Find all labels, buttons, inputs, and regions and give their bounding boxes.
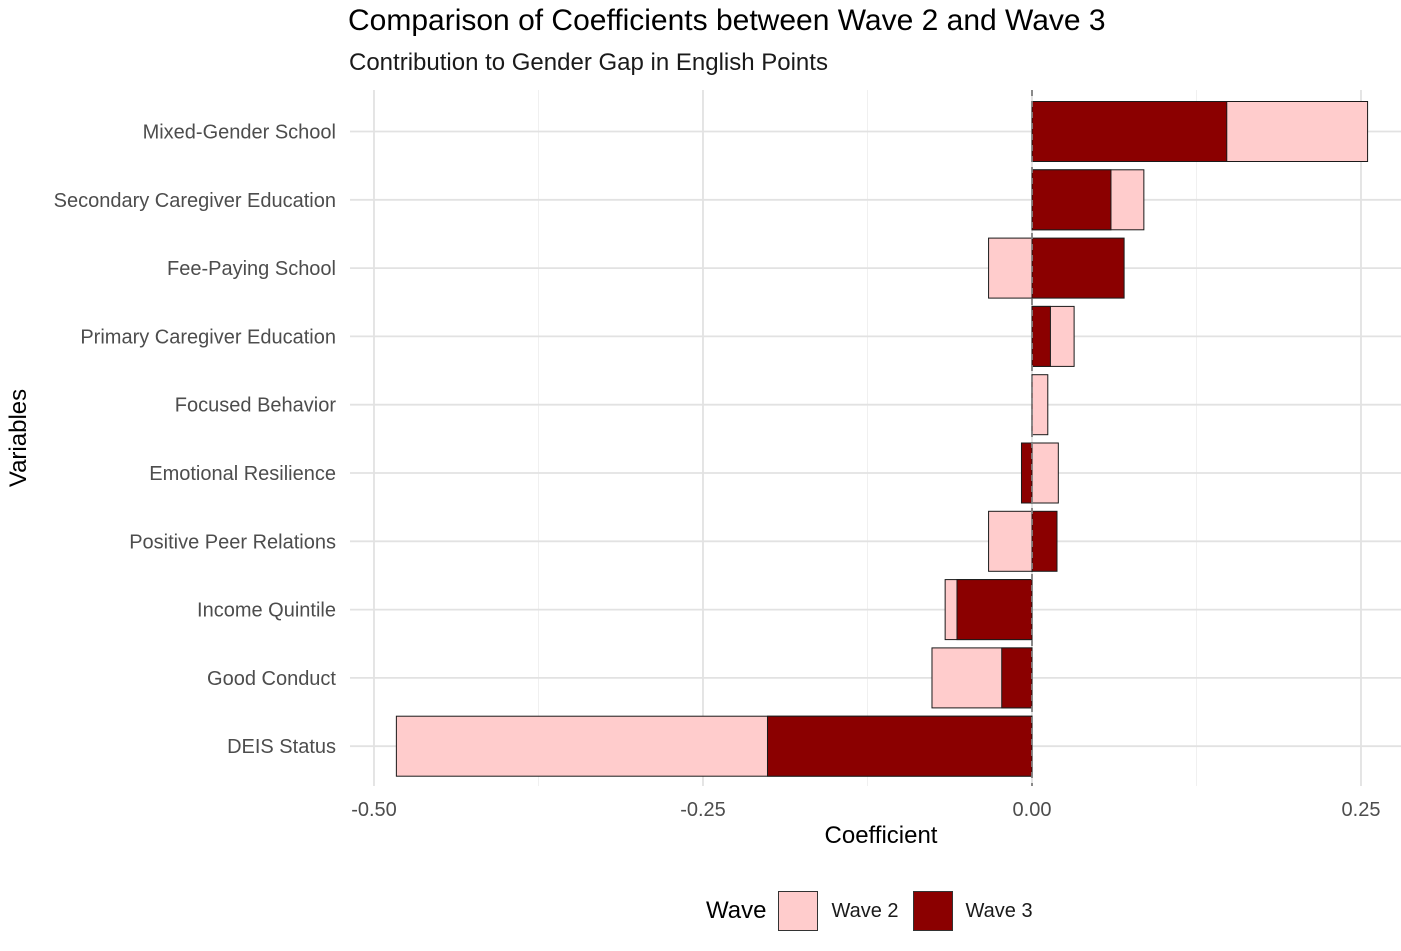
x-tick-label: 0.00	[1013, 799, 1052, 821]
bar-wave-3	[1031, 237, 1125, 299]
legend-item-wave-2: Wave 2	[778, 891, 899, 931]
y-tick-label: DEIS Status	[227, 736, 336, 758]
bar-chart: -0.50 -0.25 0.00 0.25 Mixed-Gender School Sec…	[54, 90, 1401, 821]
y-tick-label: Fee-Paying School	[167, 258, 336, 280]
bar-wave-3	[1031, 169, 1112, 231]
legend-title: Wave	[706, 897, 767, 924]
bar-wave-3	[1031, 510, 1058, 572]
bar-wave-3	[1020, 442, 1033, 504]
legend-item-wave-3: Wave 3	[912, 891, 1033, 931]
legend-key-wave-2	[778, 891, 819, 931]
bar-wave-3	[1031, 305, 1051, 367]
y-tick-label: Positive Peer Relations	[129, 531, 336, 553]
chart-title: Comparison of Coefficients between Wave …	[348, 4, 1106, 37]
bar-wave-2	[1031, 374, 1049, 436]
bar-wave-2	[1031, 442, 1059, 504]
bar-wave-3	[956, 579, 1033, 641]
bar-wave-3	[1001, 647, 1033, 709]
y-tick-label: Emotional Resilience	[149, 463, 336, 485]
y-tick-label: Mixed-Gender School	[143, 122, 336, 144]
x-axis-label: Coefficient	[824, 822, 938, 849]
legend-label-wave-3: Wave 3	[965, 899, 1033, 922]
bar-wave-3	[1031, 101, 1228, 162]
y-tick-label: Secondary Caregiver Education	[54, 190, 336, 212]
y-tick-label: Good Conduct	[207, 668, 336, 690]
bar-wave-3	[766, 715, 1033, 777]
x-tick-label: -0.50	[351, 799, 397, 821]
bar-wave-2	[988, 510, 1033, 572]
x-tick-label: 0.25	[1342, 799, 1381, 821]
y-axis-label: Variables	[5, 388, 32, 488]
bar-wave-2	[988, 237, 1033, 299]
y-tick-label: Income Quintile	[197, 600, 336, 622]
y-tick-label: Focused Behavior	[175, 395, 337, 417]
legend-key-wave-3	[912, 891, 953, 931]
chart-subtitle: Contribution to Gender Gap in English Po…	[349, 49, 828, 76]
legend: Wave Wave 2 Wave 3	[706, 888, 1047, 934]
y-tick-label: Primary Caregiver Education	[80, 326, 336, 348]
x-tick-label: -0.25	[680, 799, 726, 821]
legend-label-wave-2: Wave 2	[831, 899, 899, 922]
